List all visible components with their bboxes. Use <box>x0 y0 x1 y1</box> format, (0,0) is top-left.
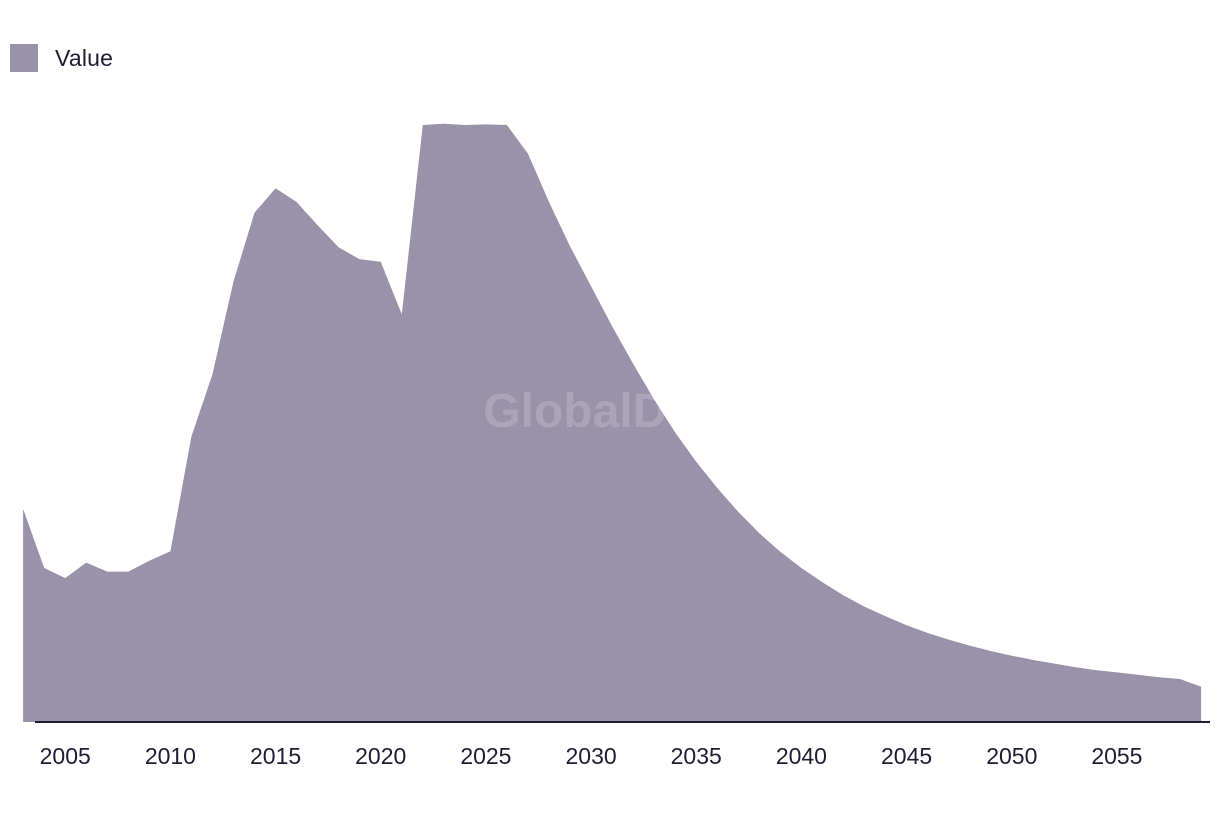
data-point-2046 <box>926 631 930 635</box>
data-point-2042 <box>842 593 846 597</box>
x-tick-label-2055: 2055 <box>1091 743 1142 769</box>
data-point-2020 <box>379 260 383 264</box>
data-point-2025 <box>484 122 488 126</box>
data-point-2051 <box>1031 658 1035 662</box>
data-point-2029 <box>568 244 572 248</box>
data-point-2037 <box>736 510 740 514</box>
data-point-2003 <box>21 507 25 511</box>
data-point-2015 <box>274 186 278 190</box>
data-point-2036 <box>715 486 719 490</box>
data-point-2024 <box>463 123 467 127</box>
data-point-2058 <box>1178 677 1182 681</box>
data-point-2047 <box>947 638 951 642</box>
data-point-2012 <box>210 373 214 377</box>
x-tick-label-2040: 2040 <box>776 743 827 769</box>
chart-legend: Value <box>10 44 113 72</box>
x-tick-label-2035: 2035 <box>671 743 722 769</box>
data-point-2010 <box>168 549 172 553</box>
data-point-2053 <box>1073 665 1077 669</box>
data-point-2032 <box>631 362 635 366</box>
data-point-2048 <box>968 644 972 648</box>
legend-label: Value <box>55 44 114 71</box>
watermark: GlobalData <box>483 385 737 438</box>
data-point-2006 <box>84 561 88 565</box>
data-point-2045 <box>905 623 909 627</box>
data-point-2014 <box>253 211 257 215</box>
data-point-2035 <box>694 460 698 464</box>
data-point-2038 <box>757 531 761 535</box>
data-point-2022 <box>421 123 425 127</box>
x-tick-label-2050: 2050 <box>986 743 1037 769</box>
x-tick-label-2030: 2030 <box>566 743 617 769</box>
x-tick-label-2025: 2025 <box>460 743 511 769</box>
data-point-2004 <box>42 566 46 570</box>
data-point-2041 <box>820 580 824 584</box>
data-point-2039 <box>778 550 782 554</box>
data-point-2031 <box>610 324 614 328</box>
series-area-value <box>23 123 1202 723</box>
data-point-2059 <box>1199 685 1203 689</box>
data-point-2018 <box>337 245 341 249</box>
data-point-2050 <box>1010 654 1014 658</box>
data-point-2008 <box>126 570 130 574</box>
data-point-2019 <box>358 257 362 261</box>
data-point-2027 <box>526 152 530 156</box>
data-point-2052 <box>1052 662 1056 666</box>
data-point-2028 <box>547 200 551 204</box>
data-point-2011 <box>189 435 193 439</box>
data-point-2016 <box>295 200 299 204</box>
data-point-2054 <box>1094 668 1098 672</box>
data-point-2023 <box>442 122 446 126</box>
data-point-2056 <box>1136 673 1140 677</box>
x-tick-label-2045: 2045 <box>881 743 932 769</box>
x-axis-ticks: 2005 2010 2015 2020 2025 2030 2035 2040 2045 2050… <box>40 743 1143 769</box>
x-tick-label-2010: 2010 <box>145 743 196 769</box>
data-point-2040 <box>799 566 803 570</box>
data-point-2026 <box>505 123 509 127</box>
x-tick-label-2005: 2005 <box>40 743 91 769</box>
data-point-2049 <box>989 649 993 653</box>
data-point-2030 <box>589 284 593 288</box>
data-point-2021 <box>400 312 404 316</box>
data-point-2013 <box>232 279 236 283</box>
legend-swatch <box>10 44 38 72</box>
data-point-2055 <box>1115 670 1119 674</box>
data-point-2044 <box>884 614 888 618</box>
x-tick-label-2015: 2015 <box>250 743 301 769</box>
data-point-2009 <box>147 559 151 563</box>
data-point-2057 <box>1157 675 1161 679</box>
area-layer <box>21 122 1203 723</box>
data-point-2043 <box>863 605 867 609</box>
data-point-2007 <box>105 570 109 574</box>
data-point-2005 <box>63 576 67 580</box>
x-tick-label-2020: 2020 <box>355 743 406 769</box>
data-point-2017 <box>316 223 320 227</box>
